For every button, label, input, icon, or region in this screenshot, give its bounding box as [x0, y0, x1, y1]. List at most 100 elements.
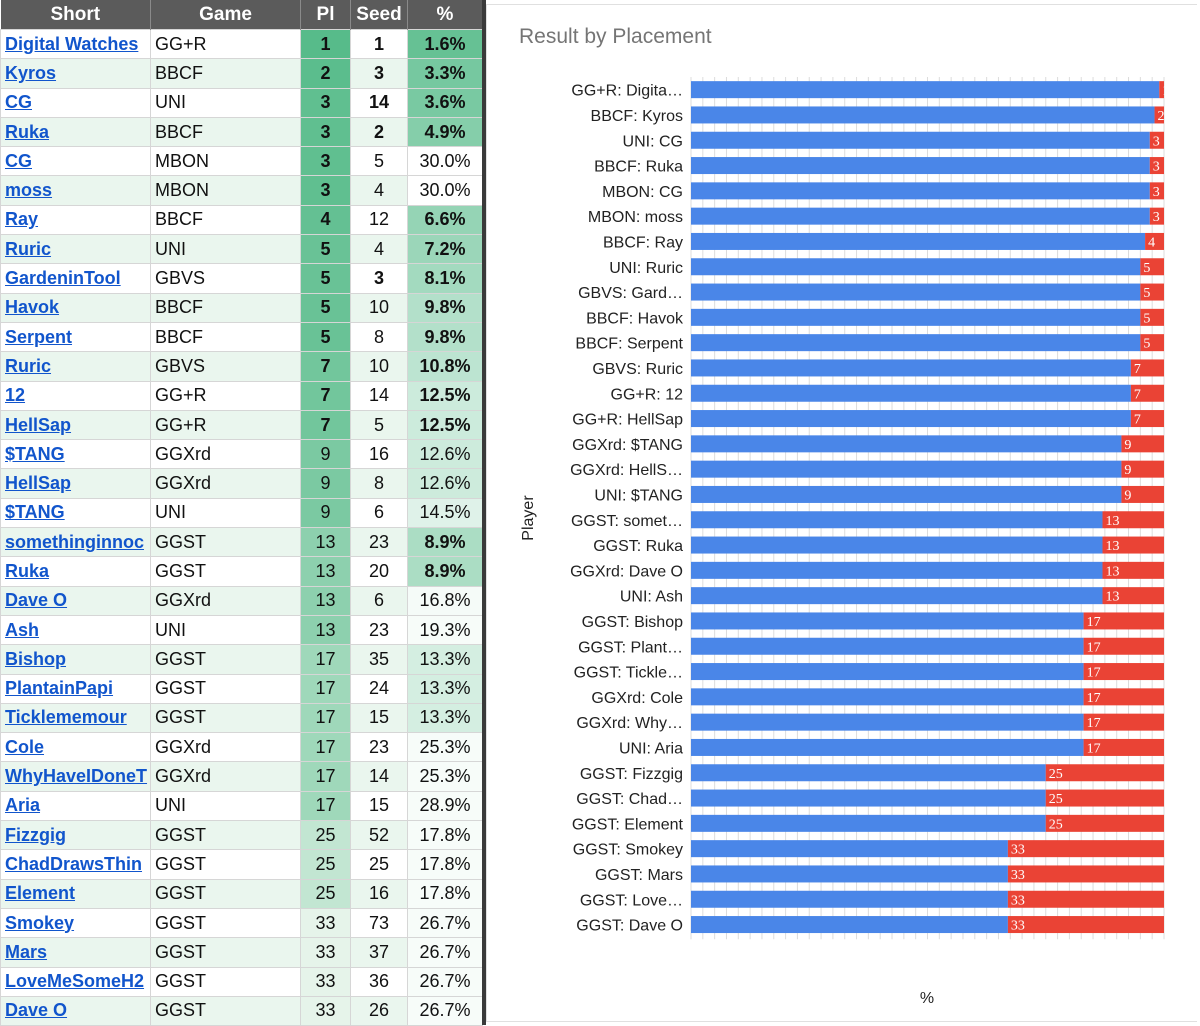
- player-link[interactable]: PlantainPapi: [5, 678, 114, 699]
- bar-placement[interactable]: [1145, 232, 1164, 250]
- percent-cell[interactable]: 12.6%: [407, 468, 483, 499]
- player-link[interactable]: GardeninTool: [5, 268, 121, 289]
- seed-cell[interactable]: 3: [350, 263, 408, 294]
- game-cell[interactable]: GGST: [150, 673, 301, 704]
- short-cell[interactable]: HellSap: [0, 409, 151, 441]
- seed-cell[interactable]: 24: [350, 673, 408, 704]
- percent-cell[interactable]: 4.9%: [407, 116, 483, 148]
- placement-cell[interactable]: 5: [300, 263, 351, 294]
- short-cell[interactable]: somethinginnoc: [0, 527, 151, 558]
- game-cell[interactable]: GGXrd: [150, 761, 301, 792]
- player-link[interactable]: Ruric: [5, 238, 52, 259]
- placement-cell[interactable]: 25: [300, 820, 351, 851]
- percent-cell[interactable]: 25.3%: [407, 761, 483, 792]
- bar-placement[interactable]: [1140, 258, 1164, 276]
- game-cell[interactable]: GG+R: [150, 28, 301, 60]
- game-cell[interactable]: GGXrd: [150, 468, 301, 499]
- game-cell[interactable]: BBCF: [150, 321, 301, 353]
- player-link[interactable]: Digital Watches: [5, 33, 139, 54]
- player-link[interactable]: CG: [5, 92, 32, 113]
- percent-cell[interactable]: 6.6%: [407, 204, 483, 236]
- seed-cell[interactable]: 20: [350, 556, 408, 587]
- placement-cell[interactable]: 3: [300, 146, 351, 177]
- game-cell[interactable]: GGST: [150, 527, 301, 558]
- bar-remaining[interactable]: [691, 435, 1122, 453]
- bar-placement[interactable]: [1007, 865, 1164, 883]
- short-cell[interactable]: Ruka: [0, 116, 151, 148]
- placement-cell[interactable]: 17: [300, 673, 351, 704]
- bar-placement[interactable]: [1130, 384, 1164, 402]
- game-cell[interactable]: GGST: [150, 878, 301, 909]
- game-cell[interactable]: GGST: [150, 644, 301, 675]
- placement-cell[interactable]: 25: [300, 878, 351, 909]
- bar-placement[interactable]: [1130, 410, 1164, 428]
- bar-remaining[interactable]: [691, 738, 1084, 756]
- bar-placement[interactable]: [1083, 688, 1164, 706]
- bar-placement[interactable]: [1045, 764, 1164, 782]
- bar-remaining[interactable]: [691, 511, 1103, 529]
- percent-cell[interactable]: 1.6%: [407, 28, 483, 60]
- bar-remaining[interactable]: [691, 258, 1141, 276]
- percent-cell[interactable]: 30.0%: [407, 146, 483, 177]
- bar-remaining[interactable]: [691, 890, 1008, 908]
- short-cell[interactable]: moss: [0, 175, 151, 206]
- placement-cell[interactable]: 33: [300, 937, 351, 968]
- placement-cell[interactable]: 13: [300, 527, 351, 558]
- placement-cell[interactable]: 33: [300, 907, 351, 939]
- seed-cell[interactable]: 6: [350, 497, 408, 529]
- column-header-game[interactable]: Game: [150, 0, 301, 30]
- placement-cell[interactable]: 25: [300, 849, 351, 880]
- bar-remaining[interactable]: [691, 764, 1046, 782]
- placement-cell[interactable]: 17: [300, 790, 351, 822]
- bar-placement[interactable]: [1102, 511, 1164, 529]
- game-cell[interactable]: UNI: [150, 497, 301, 529]
- percent-cell[interactable]: 7.2%: [407, 234, 483, 265]
- percent-cell[interactable]: 17.8%: [407, 878, 483, 909]
- placement-cell[interactable]: 17: [300, 702, 351, 734]
- player-link[interactable]: Ruka: [5, 121, 50, 142]
- percent-cell[interactable]: 19.3%: [407, 614, 483, 646]
- placement-cell[interactable]: 9: [300, 497, 351, 529]
- bar-placement[interactable]: [1083, 713, 1164, 731]
- percent-cell[interactable]: 17.8%: [407, 820, 483, 851]
- bar-placement[interactable]: [1130, 359, 1164, 377]
- percent-cell[interactable]: 14.5%: [407, 497, 483, 529]
- seed-cell[interactable]: 1: [350, 28, 408, 60]
- short-cell[interactable]: Ticklememour: [0, 702, 151, 734]
- game-cell[interactable]: MBON: [150, 175, 301, 206]
- seed-cell[interactable]: 35: [350, 644, 408, 675]
- short-cell[interactable]: HellSap: [0, 468, 151, 499]
- percent-cell[interactable]: 26.7%: [407, 907, 483, 939]
- seed-cell[interactable]: 14: [350, 761, 408, 792]
- player-link[interactable]: Mars: [5, 941, 48, 962]
- player-link[interactable]: Serpent: [5, 326, 73, 347]
- short-cell[interactable]: Serpent: [0, 321, 151, 353]
- seed-cell[interactable]: 8: [350, 468, 408, 499]
- seed-cell[interactable]: 3: [350, 58, 408, 89]
- game-cell[interactable]: GGST: [150, 937, 301, 968]
- short-cell[interactable]: WhyHaveIDoneT: [0, 761, 151, 792]
- placement-cell[interactable]: 33: [300, 966, 351, 997]
- percent-cell[interactable]: 8.9%: [407, 527, 483, 558]
- player-link[interactable]: Havok: [5, 297, 60, 318]
- short-cell[interactable]: LoveMeSomeH2: [0, 966, 151, 997]
- percent-cell[interactable]: 17.8%: [407, 849, 483, 880]
- placement-cell[interactable]: 13: [300, 614, 351, 646]
- seed-cell[interactable]: 4: [350, 234, 408, 265]
- percent-cell[interactable]: 3.3%: [407, 58, 483, 89]
- short-cell[interactable]: Kyros: [0, 58, 151, 89]
- seed-cell[interactable]: 14: [350, 380, 408, 411]
- player-link[interactable]: Smokey: [5, 912, 75, 933]
- percent-cell[interactable]: 13.3%: [407, 673, 483, 704]
- column-header-percent[interactable]: %: [407, 0, 483, 30]
- short-cell[interactable]: Havok: [0, 292, 151, 323]
- player-link[interactable]: Dave O: [5, 1000, 68, 1021]
- game-cell[interactable]: GG+R: [150, 380, 301, 411]
- bar-remaining[interactable]: [691, 561, 1103, 579]
- bar-placement[interactable]: [1159, 81, 1164, 99]
- player-link[interactable]: $TANG: [5, 443, 65, 464]
- seed-cell[interactable]: 37: [350, 937, 408, 968]
- player-link[interactable]: Dave O: [5, 590, 68, 611]
- seed-cell[interactable]: 4: [350, 175, 408, 206]
- short-cell[interactable]: $TANG: [0, 439, 151, 470]
